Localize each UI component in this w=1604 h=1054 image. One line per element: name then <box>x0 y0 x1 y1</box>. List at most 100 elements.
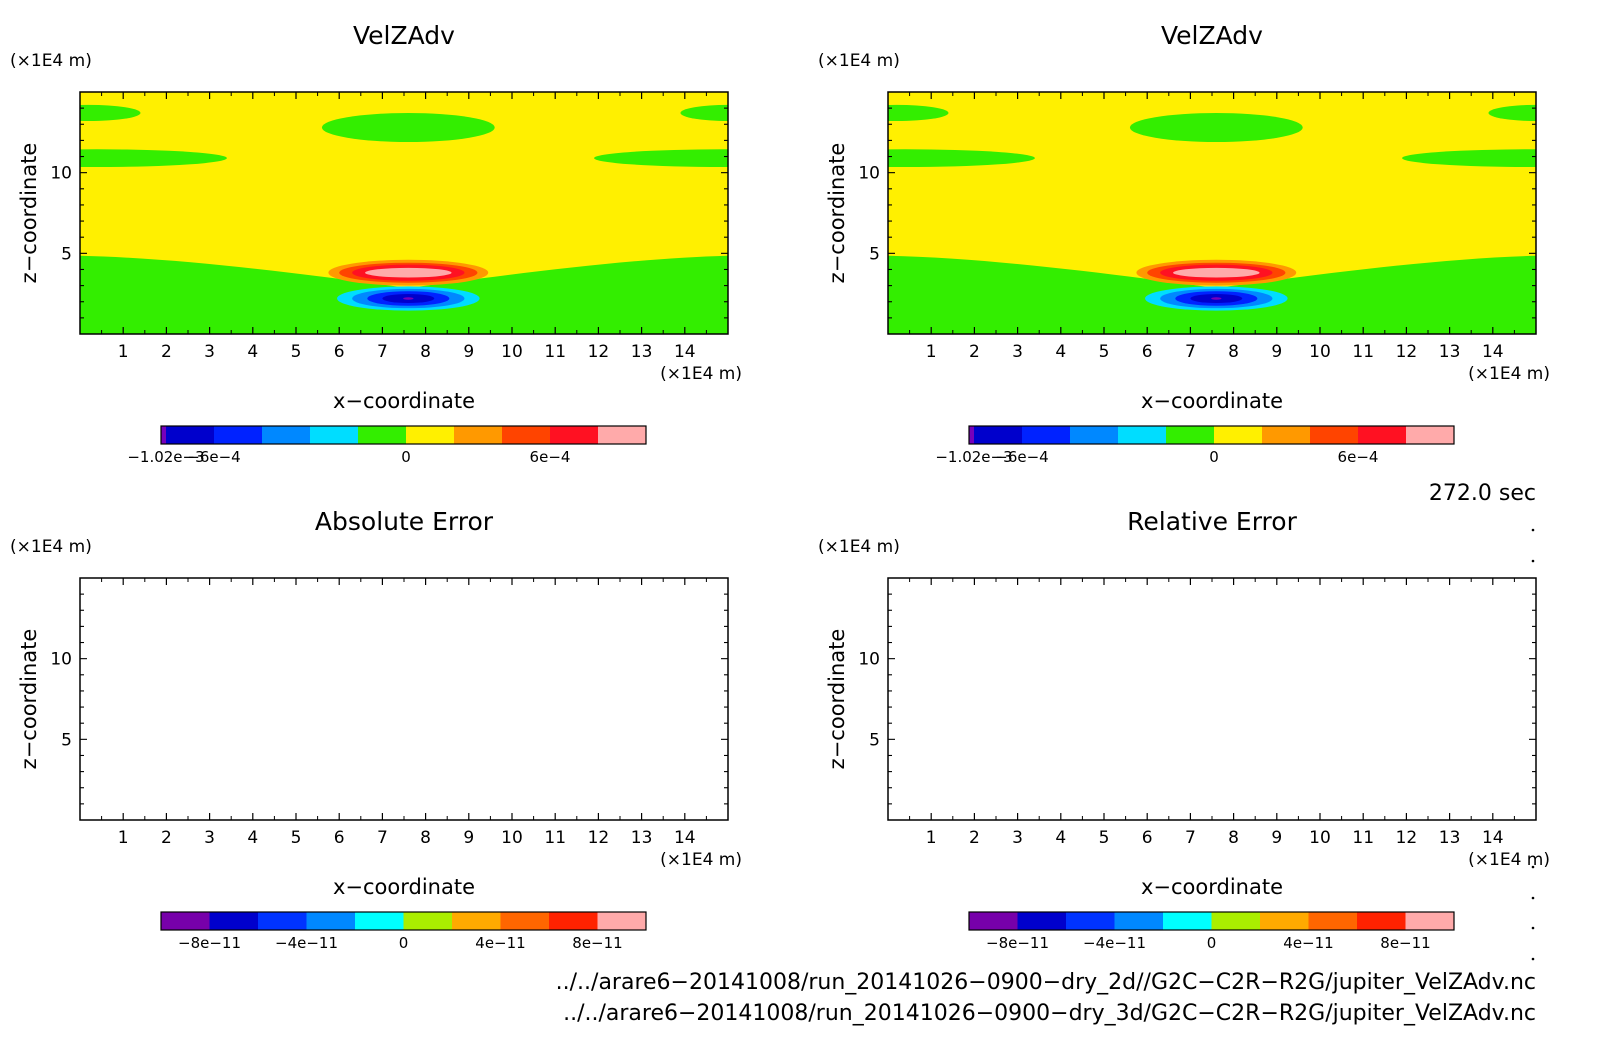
colorbar-segment <box>1017 912 1067 930</box>
colorbar: −8e−11 −4e−11 0 4e−11 8e−11 <box>968 911 1455 952</box>
contour-patch-right-mid <box>594 149 728 168</box>
colorbar-segment <box>1166 426 1215 444</box>
plot-frame <box>887 577 1537 821</box>
colorbar-segment <box>262 426 311 444</box>
y-tick-label: 5 <box>869 244 880 264</box>
colorbar-segment <box>1357 912 1406 930</box>
x-tick-label: 10 <box>501 342 523 362</box>
x-tick-label: 3 <box>204 342 215 362</box>
contour-field <box>80 92 728 334</box>
x-tick-label: 14 <box>1482 342 1504 362</box>
x-tick-label: 13 <box>631 342 653 362</box>
y-unit-label: (×1E4 m) <box>818 51 900 71</box>
x-tick-label: 14 <box>674 828 696 848</box>
colorbar-tick-label: 8e−11 <box>1380 934 1430 952</box>
panel-velzadv-left: VelZAdv(×1E4 m)1 2 3 4 5 6 7 8 9 10 11 12 13 14510(×1… <box>10 21 742 466</box>
colorbar-segment <box>1214 426 1263 444</box>
colorbar-segment <box>1211 912 1261 930</box>
colorbar-segment <box>310 426 359 444</box>
colorbar-segment <box>406 426 455 444</box>
contour-patch-right-top <box>1488 104 1536 122</box>
x-tick-label: 6 <box>1142 828 1153 848</box>
x-tick-label: 13 <box>1439 828 1461 848</box>
time-label: 272.0 sec <box>1429 481 1536 506</box>
x-tick-label: 7 <box>1185 342 1196 362</box>
colorbar-segment <box>502 426 551 444</box>
x-tick-label: 2 <box>161 342 172 362</box>
x-tick-label: 9 <box>1271 342 1282 362</box>
colorbar-segment <box>500 912 550 930</box>
colorbar-segment <box>166 426 215 444</box>
colorbar-segment <box>1260 912 1309 930</box>
x-tick-label: 1 <box>118 342 129 362</box>
x-tick-label: 13 <box>1439 342 1461 362</box>
colorbar-tick-label: −8e−11 <box>986 934 1049 952</box>
x-tick-label: 1 <box>926 828 937 848</box>
colorbar-frame <box>160 911 647 931</box>
x-tick-label: 6 <box>1142 342 1153 362</box>
x-tick-label: 1 <box>118 828 129 848</box>
colorbar-tick-label: 4e−11 <box>1283 934 1333 952</box>
y-tick-label: 10 <box>50 650 72 670</box>
colorbar-tick-label: 0 <box>401 448 411 466</box>
colorbar-segment <box>1070 426 1119 444</box>
x-tick-label: 11 <box>544 828 566 848</box>
colorbar-tick-label: 6e−4 <box>1338 448 1379 466</box>
contour-patch-right-mid <box>1402 149 1536 168</box>
plot-frame <box>79 577 729 821</box>
colorbar-tick-label: 0 <box>1209 448 1219 466</box>
colorbar-tick-label: −1.02e−3 <box>127 448 204 466</box>
colorbar-segment <box>306 912 356 930</box>
panel-relative-error: Relative Error(×1E4 m)1 2 3 4 5 6 7 8 9 10 11 12 13 1… <box>818 507 1550 952</box>
x-tick-label: 11 <box>1352 828 1374 848</box>
x-unit-label: (×1E4 m) <box>660 364 742 384</box>
colorbar-segment <box>1066 912 1115 930</box>
x-tick-label: 9 <box>463 828 474 848</box>
colorbar-segment <box>549 912 598 930</box>
contour-field <box>888 92 1536 334</box>
x-tick-label: 9 <box>1271 828 1282 848</box>
contour-patch-left-top <box>80 104 141 122</box>
x-tick-label: 3 <box>204 828 215 848</box>
x-axis-label: x−coordinate <box>1141 875 1283 899</box>
colorbar-segment <box>1406 426 1455 444</box>
x-tick-label: 8 <box>420 342 431 362</box>
colorbar-segment <box>403 912 453 930</box>
colorbar-tick-label: 0 <box>399 934 409 952</box>
contour-patch-left-mid <box>888 149 1035 168</box>
chart-title: VelZAdv <box>1161 21 1263 50</box>
contour-lobe-negative <box>1211 297 1222 300</box>
contour-patch-left-top <box>888 104 949 122</box>
x-tick-label: 8 <box>420 828 431 848</box>
y-tick-label: 5 <box>61 730 72 750</box>
colorbar-segment <box>358 426 407 444</box>
contour-lobe-positive <box>1173 267 1260 278</box>
x-tick-label: 12 <box>588 828 610 848</box>
panel-velzadv-right: VelZAdv(×1E4 m)1 2 3 4 5 6 7 8 9 10 11 12 13 14510(×1… <box>818 21 1550 466</box>
colorbar-segment <box>1358 426 1407 444</box>
x-tick-label: 5 <box>291 342 302 362</box>
colorbar-tick-label: 4e−11 <box>475 934 525 952</box>
x-tick-label: 8 <box>1228 828 1239 848</box>
x-tick-label: 4 <box>247 828 258 848</box>
y-unit-label: (×1E4 m) <box>10 51 92 71</box>
panel-absolute-error: Absolute Error(×1E4 m)1 2 3 4 5 6 7 8 9 10 11 12 13 1… <box>10 507 742 952</box>
x-tick-label: 8 <box>1228 342 1239 362</box>
colorbar-tick-label: −6e−4 <box>187 448 240 466</box>
x-tick-label: 10 <box>1309 342 1331 362</box>
x-unit-label: (×1E4 m) <box>660 850 742 870</box>
x-tick-label: 10 <box>1309 828 1331 848</box>
x-tick-label: 5 <box>291 828 302 848</box>
x-tick-label: 2 <box>161 828 172 848</box>
colorbar-segment <box>598 426 647 444</box>
x-axis-label: x−coordinate <box>333 389 475 413</box>
x-tick-label: 11 <box>1352 342 1374 362</box>
file-path-2d: ../../arare6−20141008/run_20141026−0900−… <box>556 970 1536 995</box>
colorbar-tick-label: 6e−4 <box>530 448 571 466</box>
x-tick-label: 4 <box>247 342 258 362</box>
y-axis-label: z−coordinate <box>825 629 849 770</box>
x-tick-label: 12 <box>1396 828 1418 848</box>
colorbar-segment <box>161 912 210 930</box>
x-tick-label: 4 <box>1055 828 1066 848</box>
colorbar-segment <box>1022 426 1071 444</box>
